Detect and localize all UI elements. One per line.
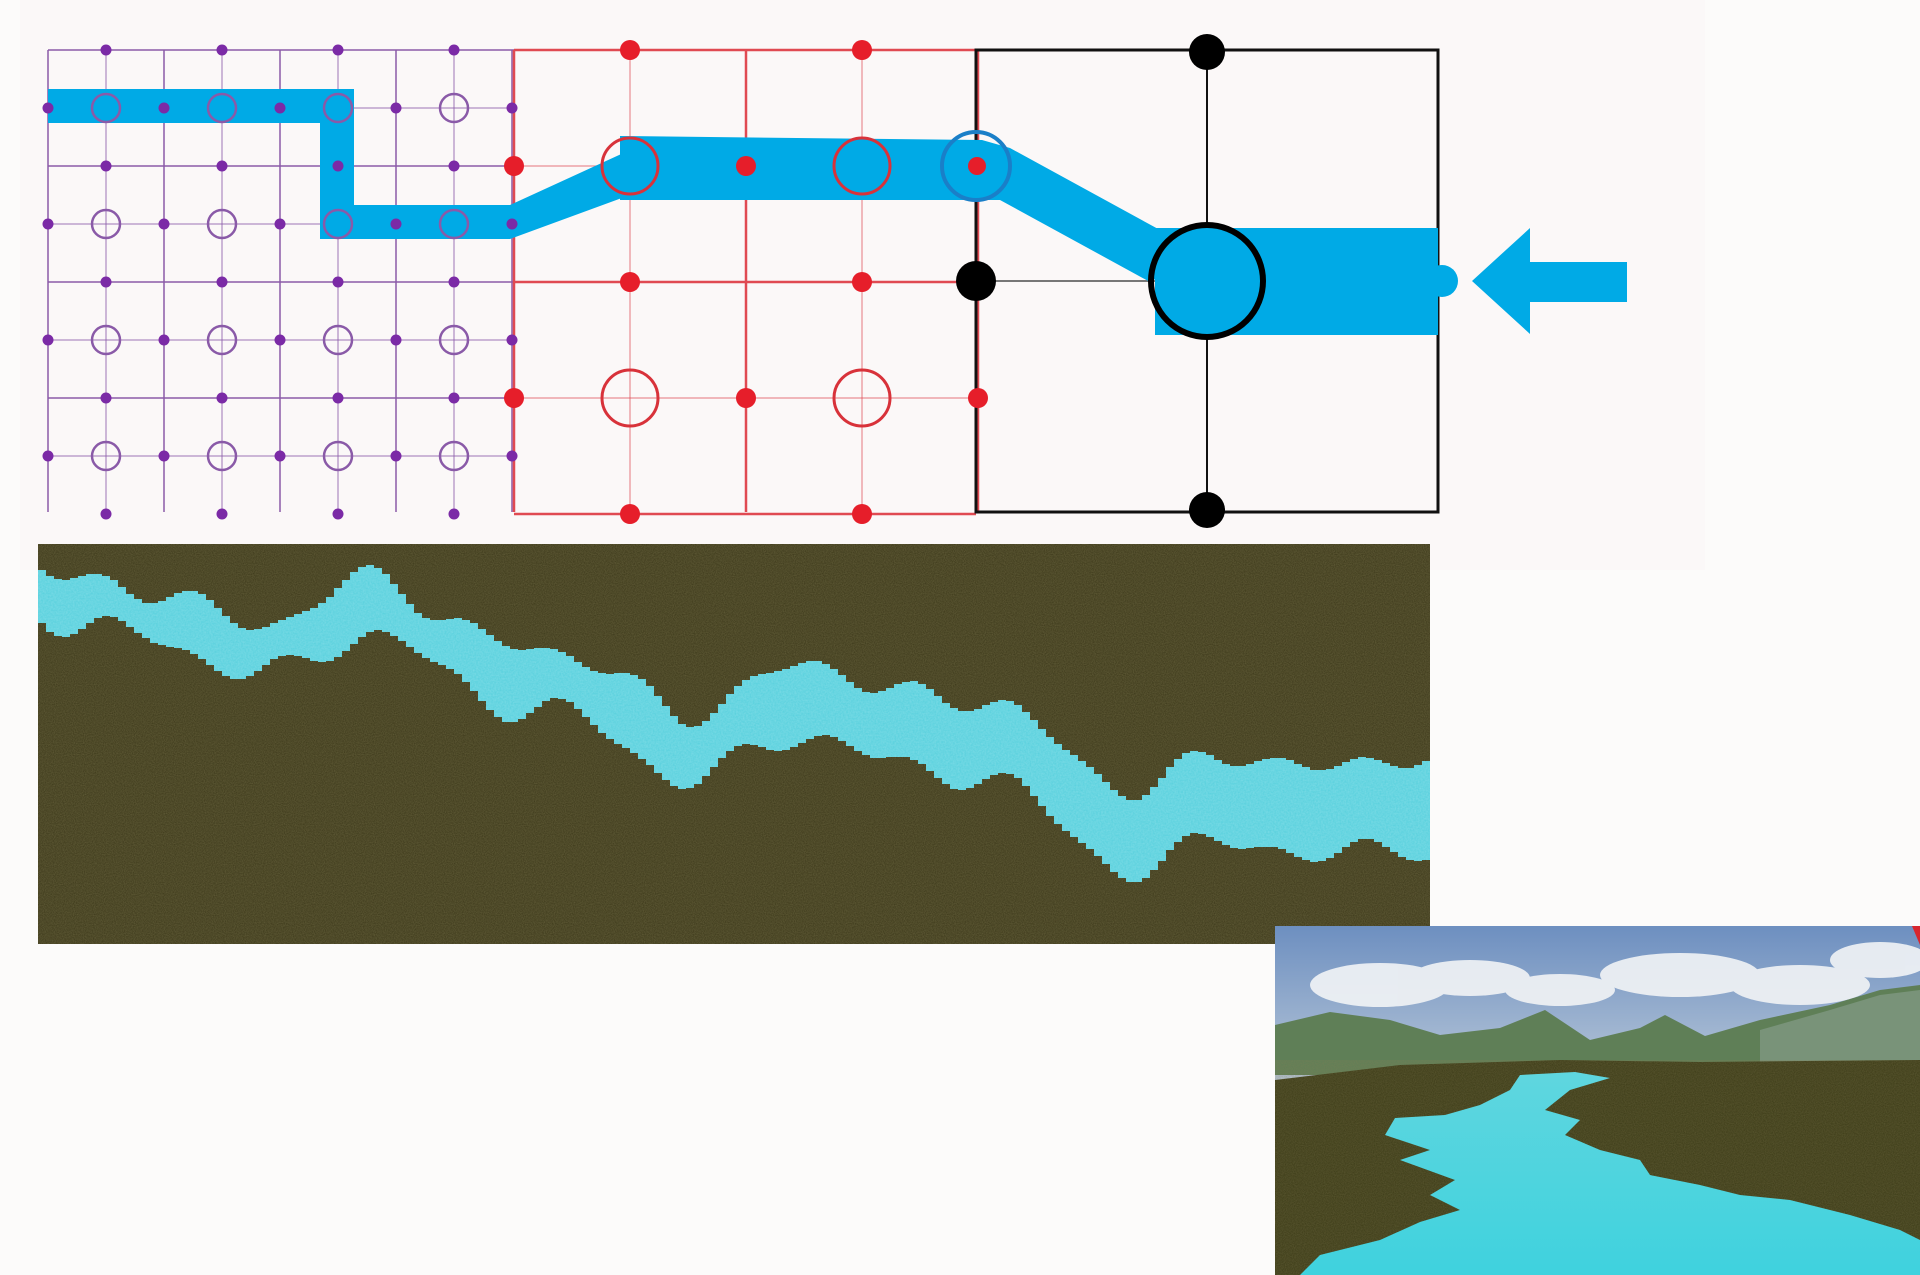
fine-node xyxy=(332,508,344,520)
medium-cell-marker xyxy=(600,368,660,428)
fine-node xyxy=(332,160,344,172)
fine-cell-marker xyxy=(206,208,238,240)
fine-node xyxy=(448,392,460,404)
interface-marker xyxy=(940,130,1012,202)
fine-node xyxy=(158,102,170,114)
fine-node xyxy=(332,44,344,56)
fine-cell-marker xyxy=(322,208,354,240)
fine-cell-marker xyxy=(206,440,238,472)
grid-diagram xyxy=(20,0,1705,570)
render-view xyxy=(1275,926,1920,1275)
fine-node xyxy=(216,508,228,520)
fine-node xyxy=(506,334,518,346)
fine-node xyxy=(506,450,518,462)
fine-node xyxy=(100,276,112,288)
fine-node xyxy=(158,450,170,462)
fine-cell-marker xyxy=(206,92,238,124)
medium-cell-marker xyxy=(600,136,660,196)
fine-node xyxy=(158,334,170,346)
fine-cell-marker xyxy=(90,92,122,124)
fine-cell-marker xyxy=(438,324,470,356)
fine-node xyxy=(332,276,344,288)
coarse-cell-marker xyxy=(1148,222,1266,340)
fine-node xyxy=(274,218,286,230)
fine-node xyxy=(100,160,112,172)
fine-node xyxy=(42,334,54,346)
fine-node xyxy=(216,44,228,56)
render-river xyxy=(1300,1072,1920,1275)
fine-node xyxy=(506,218,518,230)
fine-cell-marker xyxy=(90,440,122,472)
fine-node xyxy=(216,392,228,404)
coarse-grid-nodes xyxy=(940,34,1266,528)
fine-node xyxy=(390,450,402,462)
fine-node xyxy=(390,218,402,230)
fine-node xyxy=(390,102,402,114)
corner-marker-icon xyxy=(1912,926,1920,945)
medium-node xyxy=(504,156,524,176)
fine-node xyxy=(42,102,54,114)
medium-cell-marker xyxy=(832,136,892,196)
fine-node xyxy=(506,102,518,114)
fine-cell-marker xyxy=(206,324,238,356)
fine-node xyxy=(448,160,460,172)
fine-node xyxy=(274,102,286,114)
clouds xyxy=(1310,942,1920,1007)
fine-node xyxy=(332,392,344,404)
fine-node xyxy=(100,392,112,404)
medium-node xyxy=(620,272,640,292)
fine-node xyxy=(274,334,286,346)
fine-cell-marker xyxy=(322,324,354,356)
fine-node xyxy=(42,450,54,462)
medium-node xyxy=(504,388,524,408)
medium-grid xyxy=(512,48,980,516)
medium-node xyxy=(620,504,640,524)
fine-cell-marker xyxy=(438,440,470,472)
medium-node xyxy=(852,40,872,60)
medium-grid-nodes xyxy=(504,40,988,524)
fine-cell-marker xyxy=(438,92,470,124)
medium-node xyxy=(852,504,872,524)
mountains xyxy=(1275,985,1920,1075)
medium-node xyxy=(852,272,872,292)
fine-node xyxy=(100,508,112,520)
fine-grid-nodes xyxy=(42,44,518,520)
terrain-map xyxy=(38,544,1430,944)
fine-node xyxy=(158,218,170,230)
medium-cell-marker xyxy=(832,368,892,428)
fine-node xyxy=(448,44,460,56)
medium-node xyxy=(968,388,988,408)
fine-node xyxy=(100,44,112,56)
medium-node xyxy=(736,156,756,176)
fine-node xyxy=(448,508,460,520)
fine-cell-marker xyxy=(438,208,470,240)
fine-cell-marker xyxy=(322,440,354,472)
fine-node xyxy=(390,334,402,346)
fine-cell-marker xyxy=(90,324,122,356)
fine-node xyxy=(216,160,228,172)
fine-node xyxy=(448,276,460,288)
fine-cell-marker xyxy=(322,92,354,124)
fine-node xyxy=(42,218,54,230)
fine-cell-marker xyxy=(90,208,122,240)
fine-node xyxy=(274,450,286,462)
medium-node xyxy=(736,388,756,408)
fine-node xyxy=(216,276,228,288)
arrow-left-icon xyxy=(1472,228,1627,334)
medium-node xyxy=(620,40,640,60)
